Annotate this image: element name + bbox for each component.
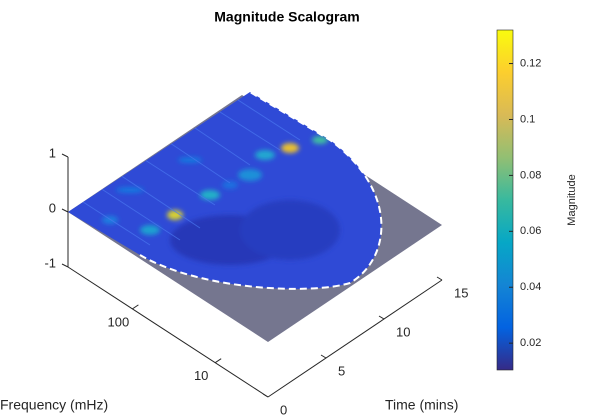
colorbar-tick-label: 0.12 — [520, 57, 541, 69]
y-tick-label: 10 — [194, 368, 208, 383]
z-tick-label: 0 — [49, 200, 56, 215]
x-axis-label: Time (mins) — [385, 397, 458, 413]
x-tick-label: 15 — [454, 285, 468, 300]
y-axis-label: Frequency (mHz) — [0, 397, 108, 413]
x-tick — [262, 393, 269, 398]
colorbar-tick-label: 0.1 — [520, 113, 535, 125]
y-axis-line — [67, 266, 269, 398]
colorbar-tick-label: 0.06 — [520, 225, 541, 237]
colorbar-tick-label: 0.04 — [520, 281, 541, 293]
x-tick — [320, 354, 327, 359]
z-tick-label: 1 — [49, 145, 56, 160]
x-tick-label: 5 — [338, 363, 345, 378]
x-tick-label: 0 — [280, 402, 287, 417]
z-tick-label: -1 — [44, 255, 56, 270]
y-tick — [214, 358, 222, 364]
chart-title: Magnitude Scalogram — [214, 9, 359, 25]
x-tick — [436, 276, 443, 281]
colorbar — [496, 29, 514, 371]
x-axis-line — [267, 279, 443, 398]
y-tick-label: 100 — [108, 314, 130, 329]
x-tick — [378, 315, 385, 320]
z-tick — [61, 208, 69, 213]
colorbar-tick-label: 0.08 — [520, 169, 541, 181]
colorbar-tick-label: 0.02 — [520, 337, 541, 349]
z-tick — [61, 153, 69, 158]
z-tick — [61, 263, 69, 268]
scalogram-surface — [68, 92, 382, 289]
cone-of-influence — [139, 91, 383, 290]
x-tick-label: 10 — [396, 324, 410, 339]
y-tick — [132, 304, 139, 310]
colorbar-label: Magnitude — [566, 174, 578, 225]
